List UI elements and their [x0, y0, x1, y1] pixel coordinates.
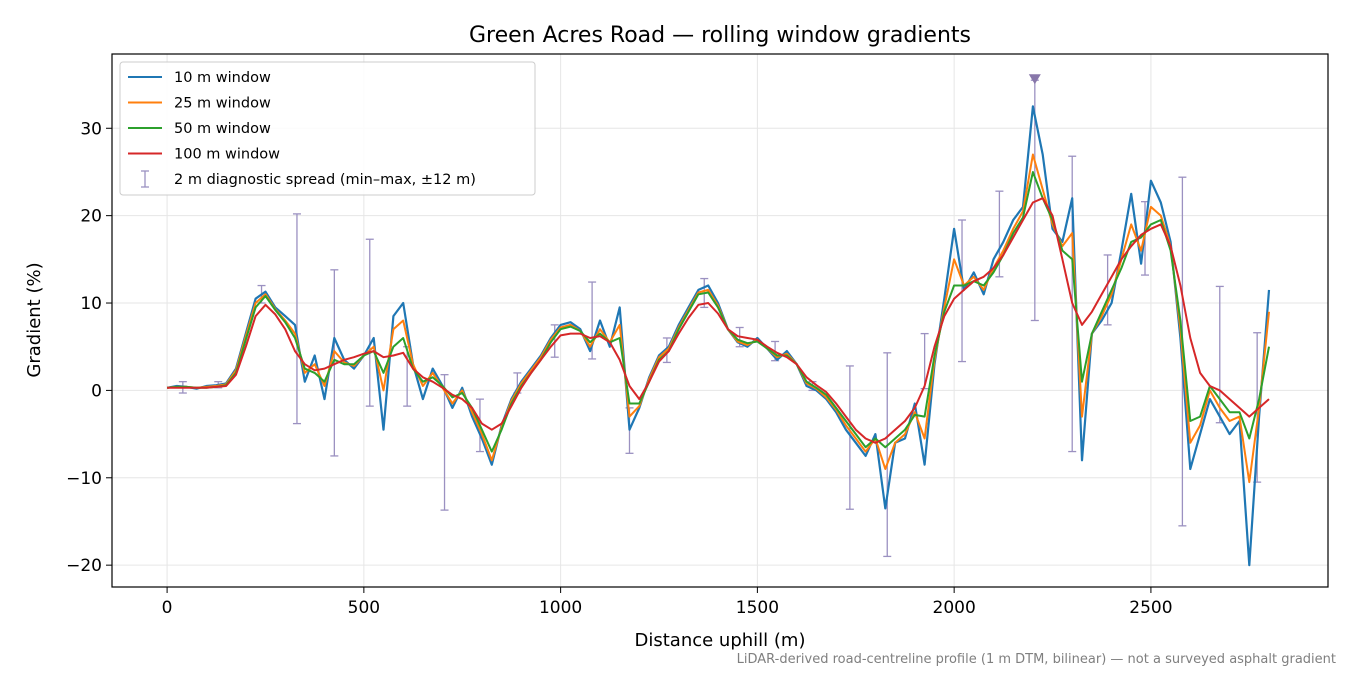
legend-entry: 50 m window — [128, 121, 271, 137]
legend-entry: 100 m window — [128, 147, 280, 163]
legend-label: 50 m window — [174, 121, 271, 137]
x-tick-label: 0 — [162, 598, 173, 618]
x-axis-label: Distance uphill (m) — [635, 630, 806, 651]
legend-entry: 2 m diagnostic spread (min–max, ±12 m) — [141, 170, 476, 188]
errorbar — [1103, 254, 1112, 326]
peak-marker — [1028, 74, 1041, 85]
y-tick-label: 20 — [80, 207, 102, 227]
x-tick-label: 1500 — [736, 598, 779, 618]
x-tick-label: 500 — [348, 598, 380, 618]
legend: 10 m window 25 m window 50 m window 100 m w… — [119, 61, 536, 196]
errorbar — [440, 374, 449, 511]
y-tick-label: −20 — [66, 556, 102, 576]
legend-entry: 10 m window — [128, 70, 271, 86]
grid-lines — [112, 54, 1328, 587]
chart-title: Green Acres Road — rolling window gradie… — [469, 23, 971, 48]
errorbar — [920, 332, 929, 390]
series-line-3 — [167, 171, 1270, 453]
errorbar — [330, 269, 339, 457]
legend-label: 100 m window — [174, 147, 280, 163]
series-line-4 — [167, 197, 1270, 444]
x-tick-label: 2500 — [1129, 598, 1172, 618]
series-lines — [166, 105, 1271, 567]
legend-entry: 25 m window — [128, 96, 271, 112]
errorbar — [845, 365, 854, 510]
footnote: LiDAR-derived road-centreline profile (1… — [736, 652, 1336, 667]
x-tick-label: 1000 — [539, 598, 582, 618]
errorbar — [292, 213, 301, 425]
plot-frame — [111, 53, 1329, 588]
legend-label: 25 m window — [174, 96, 271, 112]
errorbar — [883, 352, 892, 558]
y-tick-label: 30 — [80, 119, 102, 139]
y-tick-label: 10 — [80, 294, 102, 314]
y-axis-label: Gradient (%) — [24, 262, 45, 377]
x-tick-label: 2000 — [933, 598, 976, 618]
peak-marker-triangle — [1028, 74, 1041, 85]
legend-entries: 10 m window 25 m window 50 m window 100 m w… — [128, 70, 476, 188]
y-tick-label: −10 — [66, 469, 102, 489]
errorbar — [365, 238, 374, 407]
y-tick-label: 0 — [91, 381, 102, 401]
legend-label: 10 m window — [174, 70, 271, 86]
axis-ticks: 0 500 1000 1500 2000 2500 −20 −10 0 10 20 30 — [66, 119, 1172, 618]
legend-box — [119, 61, 536, 196]
legend-label: 2 m diagnostic spread (min–max, ±12 m) — [174, 172, 476, 188]
